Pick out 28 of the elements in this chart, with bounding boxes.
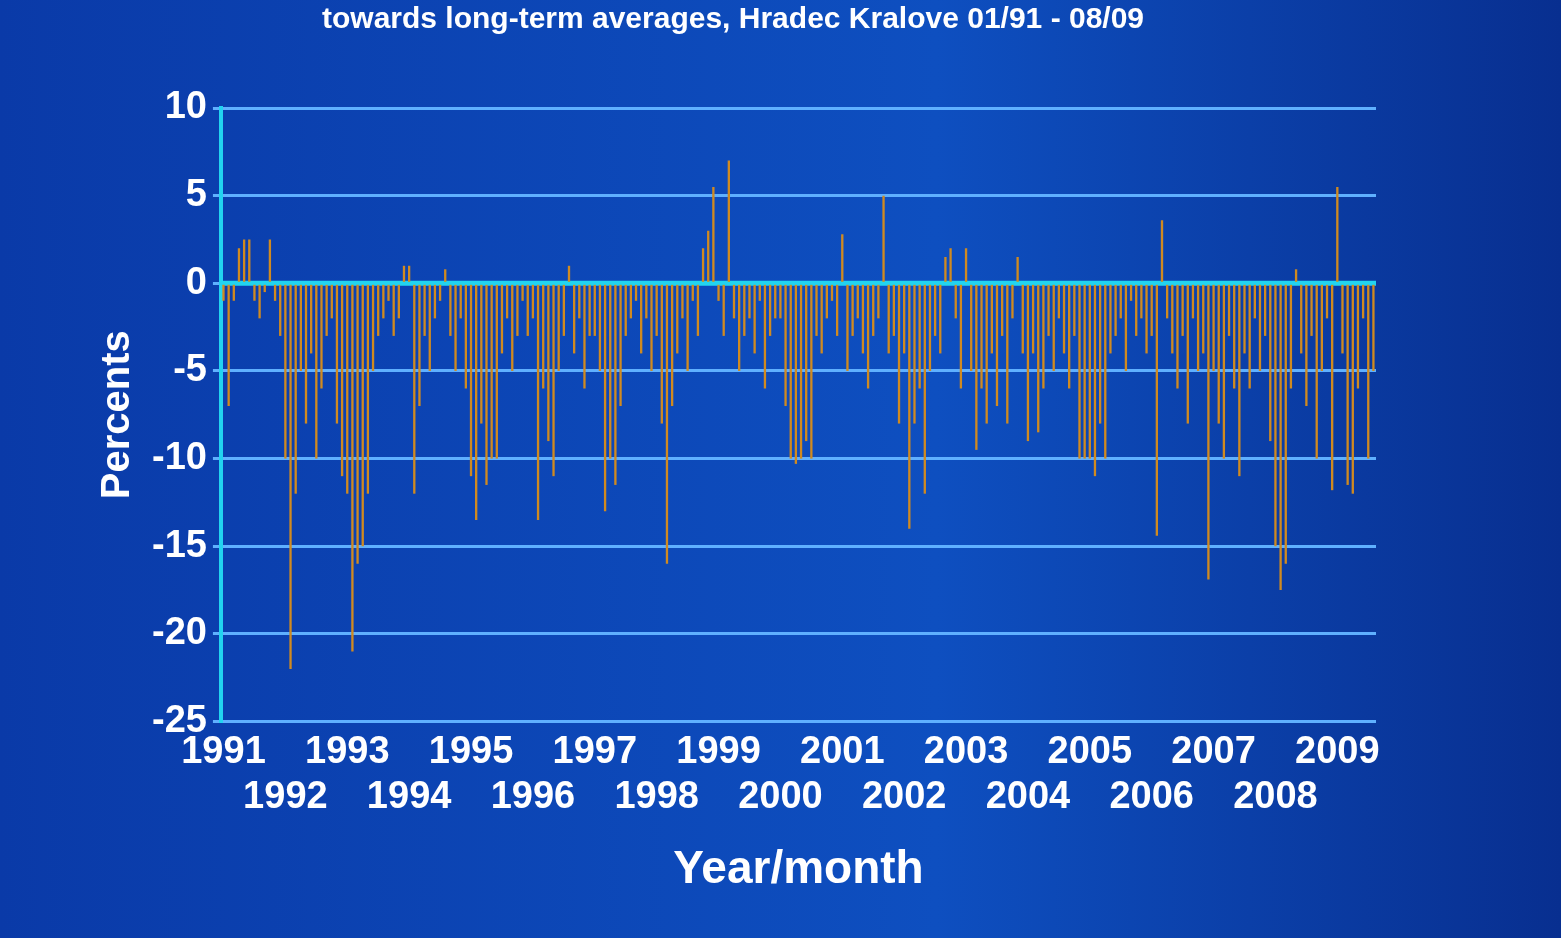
y-tick-label: -5 bbox=[173, 347, 207, 390]
x-tick-label: 1992 bbox=[243, 774, 328, 817]
y-axis-title: Percents bbox=[93, 330, 138, 500]
x-tick-label: 1993 bbox=[304, 728, 390, 771]
chart-title: towards long-term averages, Hradec Kralove 01/91 - 08/09 bbox=[321, 1, 1145, 35]
y-tick-label: 0 bbox=[185, 259, 207, 302]
x-tick-label: 1999 bbox=[676, 728, 761, 771]
x-tick-label: 2005 bbox=[1047, 728, 1133, 771]
y-tick-label: 5 bbox=[185, 172, 207, 215]
x-tick-label: 1994 bbox=[366, 774, 452, 817]
x-tick-label: 2001 bbox=[800, 728, 885, 771]
x-tick-label: 1995 bbox=[428, 728, 514, 771]
y-tick-label: -20 bbox=[152, 610, 207, 653]
x-tick-label: 2003 bbox=[923, 728, 1009, 771]
x-tick-label: 2002 bbox=[861, 774, 947, 817]
x-tick-label: 2008 bbox=[1233, 774, 1318, 817]
x-tick-label: 1997 bbox=[552, 728, 638, 771]
x-tick-label: 2004 bbox=[985, 774, 1071, 817]
y-tick-label: 10 bbox=[164, 84, 207, 127]
x-tick-label: 2007 bbox=[1171, 728, 1256, 771]
x-tick-label: 2006 bbox=[1109, 774, 1194, 817]
x-tick-label: 2000 bbox=[738, 774, 823, 817]
y-tick-label: -15 bbox=[152, 522, 207, 565]
x-tick-label: 1998 bbox=[614, 774, 699, 817]
x-tick-label: 2009 bbox=[1295, 728, 1380, 771]
x-axis-title: Year/month bbox=[673, 841, 924, 894]
x-tick-label: 1996 bbox=[490, 774, 576, 817]
y-tick-label: -10 bbox=[152, 435, 207, 478]
